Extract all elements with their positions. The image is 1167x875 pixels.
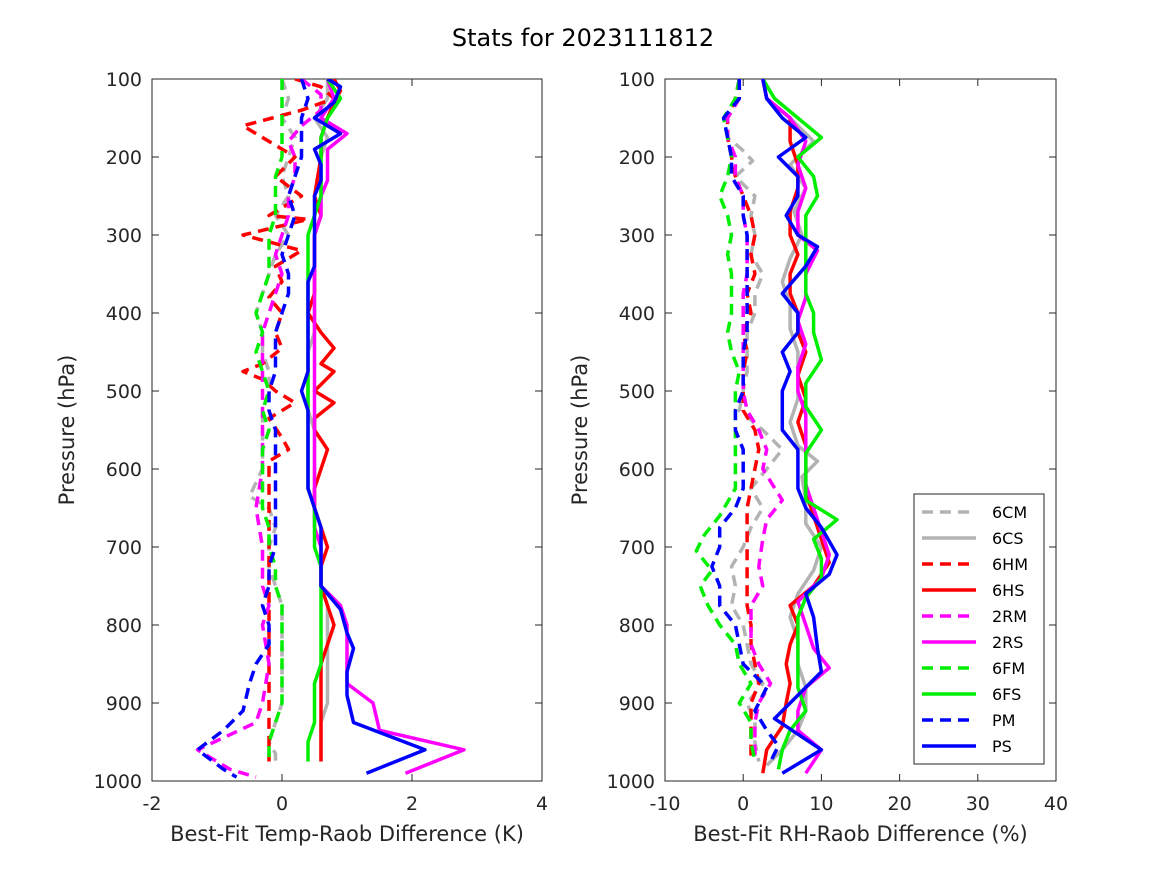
series-line-6hm — [241, 79, 336, 762]
y-tick-label: 500 — [106, 381, 142, 403]
y-tick-label: 900 — [106, 693, 142, 715]
series-line-pm — [710, 79, 781, 763]
series-group — [694, 79, 839, 775]
x-tick-label: 30 — [966, 793, 990, 815]
x-tick-label: 4 — [536, 793, 548, 815]
series-line-6fm — [254, 79, 284, 762]
series-line-2rs — [761, 79, 831, 775]
y-axis-label: Pressure (hPa) — [568, 355, 592, 506]
series-line-ps — [299, 79, 427, 775]
y-tick-label: 900 — [619, 693, 655, 715]
legend-label: PM — [992, 711, 1015, 730]
y-tick-label: 100 — [619, 69, 655, 91]
panel-1: -2 0 2 4 100 200 300 400 500 600 700 800 900 1000 Best… — [55, 69, 548, 846]
legend-label: PS — [992, 737, 1012, 756]
x-tick-label: -10 — [649, 793, 680, 815]
y-tick-label: 200 — [106, 147, 142, 169]
series-line-2rm — [725, 79, 785, 762]
legend-label: 6HM — [992, 555, 1028, 574]
y-tick-label: 700 — [619, 537, 655, 559]
y-tick-label: 1000 — [94, 771, 142, 793]
series-line-6fm — [694, 79, 757, 762]
x-tick-label: 20 — [888, 793, 912, 815]
series-group — [195, 79, 466, 779]
y-tick-label: 400 — [619, 303, 655, 325]
legend-label: 6CM — [992, 503, 1027, 522]
series-line-6cs — [761, 79, 824, 767]
y-tick-label: 600 — [619, 459, 655, 481]
x-tick-label: -2 — [143, 793, 162, 815]
legend-label: 6FS — [992, 685, 1021, 704]
panel-2: -10 0 10 20 30 40 100 200 300 400 500 600 700 800 900 1… — [568, 69, 1068, 846]
y-tick-label: 500 — [619, 381, 655, 403]
x-tick-label: 0 — [737, 793, 749, 815]
legend-label: 6HS — [992, 581, 1024, 600]
legend-label: 6CS — [992, 529, 1024, 548]
series-line-2rm — [195, 79, 323, 779]
x-tick-label: 10 — [809, 793, 833, 815]
legend-label: 6FM — [992, 659, 1025, 678]
figure-title: Stats for 2023111812 — [452, 24, 714, 52]
series-line-pm — [195, 79, 310, 779]
y-tick-label: 800 — [619, 615, 655, 637]
x-tick-label: 2 — [406, 793, 418, 815]
plot-area — [151, 78, 543, 782]
y-tick-label: 600 — [106, 459, 142, 481]
y-tick-label: 300 — [619, 225, 655, 247]
series-line-6cm — [247, 79, 297, 762]
series-line-ps — [761, 79, 839, 775]
series-line-2rs — [312, 79, 466, 775]
legend-label: 2RS — [992, 633, 1023, 652]
y-tick-label: 700 — [106, 537, 142, 559]
x-axis-label: Best-Fit RH-Raob Difference (%) — [693, 822, 1027, 846]
y-tick-label: 1000 — [607, 771, 655, 793]
y-axis-label: Pressure (hPa) — [55, 355, 79, 506]
legend: 6CM 6CS 6HM 6HS 2RM 2RS 6FM 6FS PM PS — [913, 493, 1045, 765]
y-tick-label: 300 — [106, 225, 142, 247]
plot-area — [664, 78, 1057, 782]
legend-box — [913, 493, 1045, 765]
series-line-6cm — [725, 79, 785, 762]
x-axis-label: Best-Fit Temp-Raob Difference (K) — [170, 822, 524, 846]
x-tick-label: 40 — [1044, 793, 1068, 815]
y-tick-label: 100 — [106, 69, 142, 91]
series-line-6hs — [761, 79, 831, 774]
legend-label: 2RM — [992, 607, 1027, 626]
y-tick-label: 400 — [106, 303, 142, 325]
series-line-6fs — [761, 79, 839, 770]
y-tick-label: 200 — [619, 147, 655, 169]
x-tick-label: 0 — [276, 793, 288, 815]
y-tick-label: 800 — [106, 615, 142, 637]
